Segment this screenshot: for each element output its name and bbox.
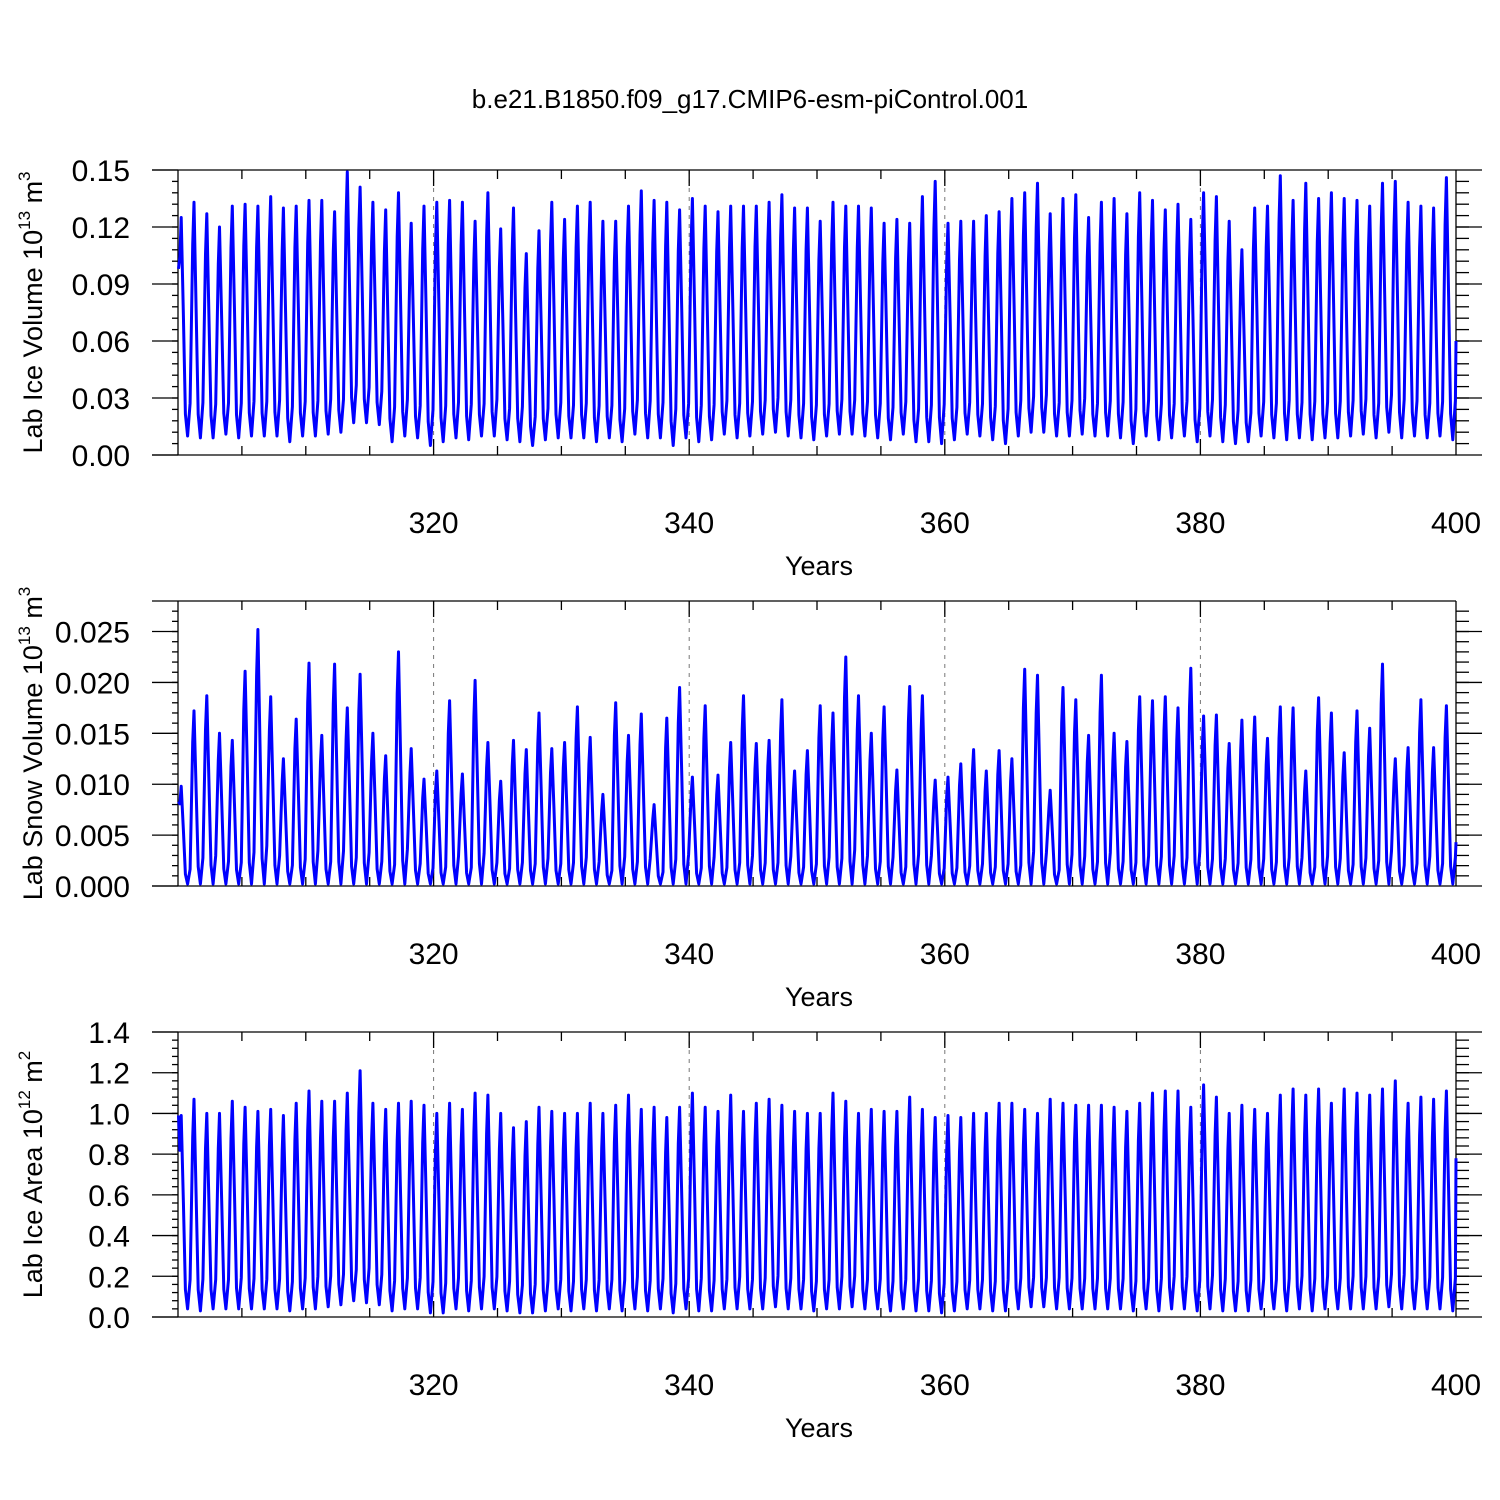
y-axis-label-unit-exponent: 3 bbox=[15, 587, 34, 596]
x-axis-label: Years bbox=[785, 1413, 853, 1443]
y-tick-label: 0.12 bbox=[72, 212, 130, 245]
x-tick-label: 340 bbox=[664, 507, 714, 540]
y-tick-label: 0.00 bbox=[72, 440, 130, 473]
y-axis-label: Lab Ice Area 1012 m2 bbox=[15, 1051, 48, 1299]
y-tick-label: 1.2 bbox=[88, 1058, 130, 1091]
y-axis-label: Lab Ice Volume 1013 m3 bbox=[15, 171, 48, 453]
x-tick-label: 380 bbox=[1175, 1369, 1225, 1402]
y-tick-label: 0.15 bbox=[72, 155, 130, 188]
y-tick-label: 0.6 bbox=[88, 1180, 130, 1213]
x-tick-label: 360 bbox=[920, 1369, 970, 1402]
x-tick-label: 320 bbox=[409, 938, 459, 971]
y-tick-label: 0.0 bbox=[88, 1302, 130, 1335]
panel-ice-volume: 0.00 0.03 0.06 0.09 0.12 0.15 320 340 360 380 400 Y… bbox=[15, 155, 1482, 581]
y-tick-label: 0.020 bbox=[55, 667, 130, 700]
x-tick-label: 340 bbox=[664, 938, 714, 971]
panel-snow-volume: 0.000 0.005 0.010 0.015 0.020 0.025 320 340 360 3… bbox=[15, 587, 1482, 1012]
y-tick-label: 0.015 bbox=[55, 718, 130, 751]
y-axis-label-exponent: 13 bbox=[15, 626, 34, 645]
x-tick-label: 380 bbox=[1175, 938, 1225, 971]
y-axis-label-unit: m bbox=[18, 596, 48, 626]
y-tick-label: 1.4 bbox=[88, 1017, 130, 1050]
x-tick-label: 380 bbox=[1175, 507, 1225, 540]
figure-title: b.e21.B1850.f09_g17.CMIP6-esm-piControl.… bbox=[472, 84, 1028, 114]
y-axis-label-unit-exponent: 3 bbox=[15, 171, 34, 180]
y-axis-label-unit-exponent: 2 bbox=[15, 1051, 34, 1060]
x-tick-label: 320 bbox=[409, 507, 459, 540]
y-tick-label: 0.2 bbox=[88, 1261, 130, 1294]
x-tick-label: 400 bbox=[1431, 507, 1481, 540]
x-axis-label: Years bbox=[785, 551, 853, 581]
x-tick-label: 340 bbox=[664, 1369, 714, 1402]
x-tick-label: 400 bbox=[1431, 938, 1481, 971]
y-tick-label: 0.000 bbox=[55, 871, 130, 904]
y-tick-label: 0.010 bbox=[55, 769, 130, 802]
x-tick-label: 360 bbox=[920, 507, 970, 540]
series-line-snow-volume bbox=[177, 628, 1458, 886]
y-tick-label: 0.06 bbox=[72, 326, 130, 359]
y-tick-label: 0.03 bbox=[72, 383, 130, 416]
panel-ice-area: 0.0 0.2 0.4 0.6 0.8 1.0 1.2 1.4 320 340 360 380 400 Y… bbox=[15, 1017, 1482, 1443]
y-tick-label: 0.025 bbox=[55, 617, 130, 650]
y-axis-label-unit: m bbox=[18, 181, 48, 211]
y-axis-label-exponent: 12 bbox=[15, 1090, 34, 1109]
y-tick-label: 1.0 bbox=[88, 1098, 130, 1131]
y-axis-label-unit: m bbox=[18, 1060, 48, 1090]
y-tick-label: 0.09 bbox=[72, 269, 130, 302]
y-tick-label: 0.4 bbox=[88, 1221, 130, 1254]
x-tick-label: 360 bbox=[920, 938, 970, 971]
y-axis-label-text: Lab Ice Area 10 bbox=[18, 1109, 48, 1298]
y-tick-label: 0.8 bbox=[88, 1139, 130, 1172]
y-axis-label-text: Lab Snow Volume 10 bbox=[18, 645, 48, 900]
y-tick-label: 0.005 bbox=[55, 820, 130, 853]
x-axis-label: Years bbox=[785, 982, 853, 1012]
y-axis-label-exponent: 13 bbox=[15, 211, 34, 230]
x-tick-label: 320 bbox=[409, 1369, 459, 1402]
y-axis-label: Lab Snow Volume 1013 m3 bbox=[15, 587, 48, 901]
x-tick-label: 400 bbox=[1431, 1369, 1481, 1402]
y-axis-label-text: Lab Ice Volume 10 bbox=[18, 230, 48, 454]
series-line-ice-area bbox=[177, 1069, 1458, 1315]
series-line-ice-volume bbox=[177, 170, 1458, 447]
